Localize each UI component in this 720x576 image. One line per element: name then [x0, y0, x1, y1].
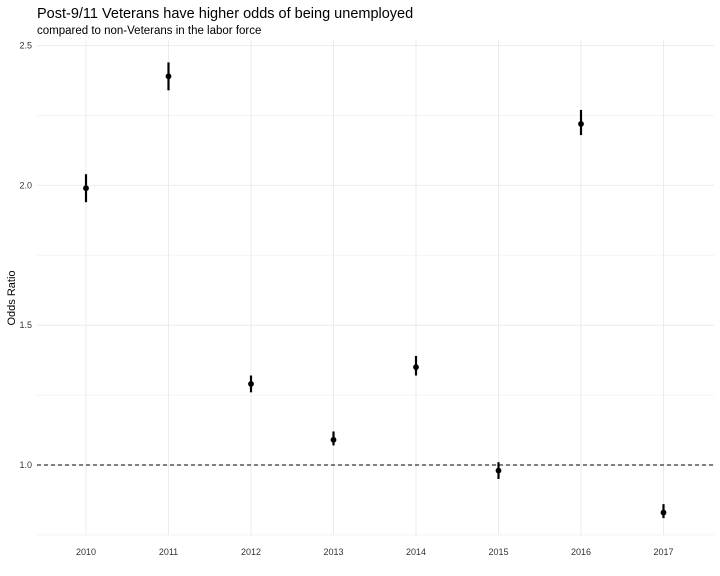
data-point [330, 436, 337, 443]
data-point [495, 467, 502, 474]
gridlines [37, 40, 714, 536]
x-tick-label: 2012 [241, 547, 261, 557]
x-tick-label: 2011 [159, 547, 178, 557]
data-point [83, 185, 89, 192]
chart-subtitle: compared to non-Veterans in the labor fo… [37, 25, 261, 37]
y-tick-label: 1.0 [19, 460, 32, 470]
data-point [660, 509, 667, 516]
data-point [165, 73, 172, 80]
x-tick-label: 2010 [76, 547, 96, 557]
x-tick-label: 2015 [488, 547, 508, 557]
y-tick-labels: 1.0 1.5 2.0 2.5 [19, 41, 32, 470]
x-tick-label: 2017 [653, 547, 673, 557]
x-tick-label: 2014 [406, 547, 426, 557]
x-tick-label: 2016 [571, 547, 591, 557]
confidence-intervals [84, 62, 665, 519]
y-tick-label: 2.5 [19, 41, 32, 51]
x-tick-label: 2013 [323, 547, 343, 557]
y-tick-label: 1.5 [19, 320, 32, 330]
data-point [248, 381, 254, 387]
data-point [413, 364, 419, 371]
y-tick-label: 2.0 [19, 180, 32, 190]
x-tick-labels: 2010 2011 2012 2013 2014 2015 2016 2017 [76, 547, 674, 557]
data-point [578, 120, 584, 127]
y-axis-label: Odds Ratio [6, 270, 18, 325]
chart-title: Post-9/11 Veterans have higher odds of b… [37, 6, 413, 22]
data-points [83, 73, 667, 516]
